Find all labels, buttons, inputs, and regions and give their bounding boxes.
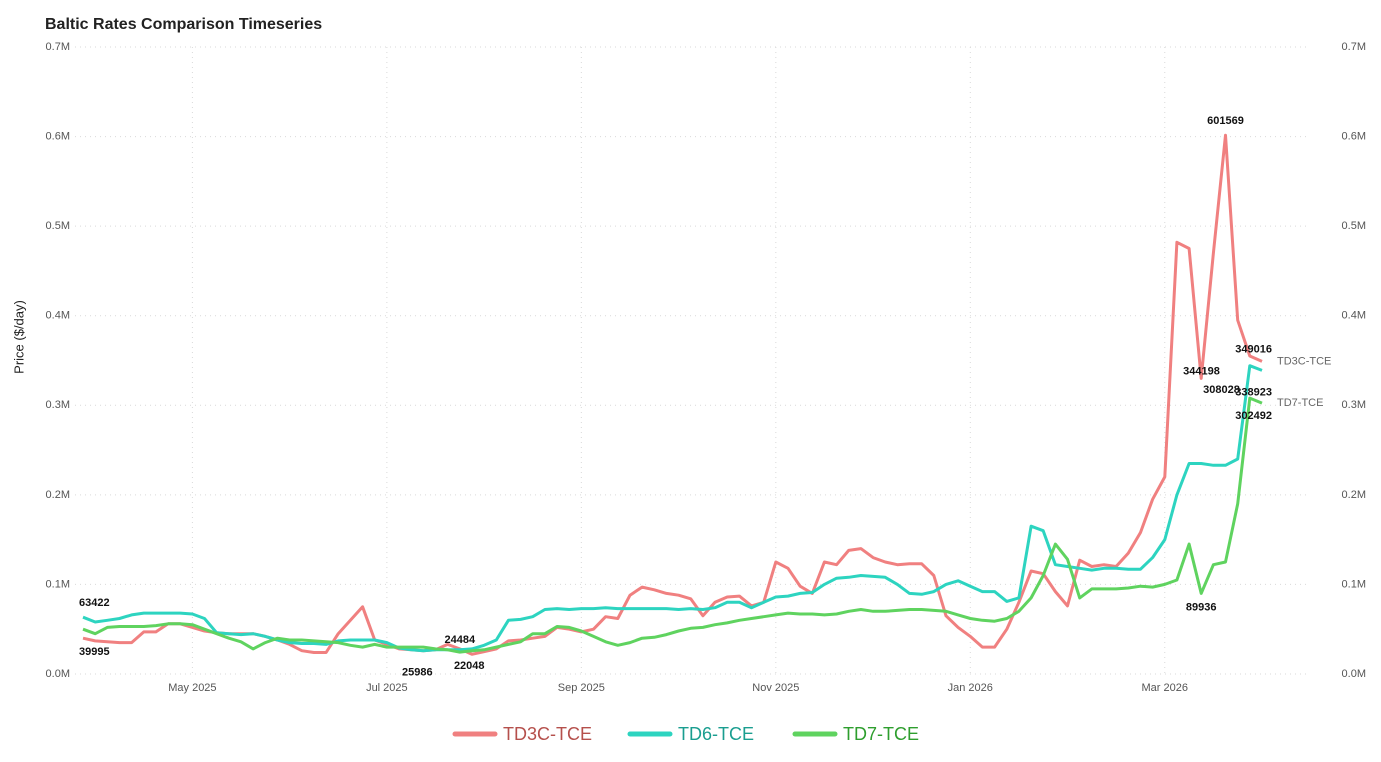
series-line bbox=[82, 396, 1263, 654]
data-label: 302492 bbox=[1235, 410, 1272, 422]
data-label: 25986 bbox=[402, 667, 433, 679]
x-tick-label: Nov 2025 bbox=[752, 682, 799, 694]
legend-label: TD3C-TCE bbox=[503, 724, 592, 744]
legend-item: TD6-TCE bbox=[627, 724, 754, 744]
data-label: 89936 bbox=[1186, 601, 1217, 613]
y2-tick-label: 0.7M bbox=[1342, 41, 1366, 53]
y-tick-label: 0.2M bbox=[46, 489, 70, 501]
chart-title: Baltic Rates Comparison Timeseries bbox=[45, 16, 322, 33]
y2-tick-label: 0.5M bbox=[1342, 220, 1366, 232]
series-line bbox=[82, 133, 1263, 656]
data-label: 24484 bbox=[444, 634, 475, 646]
y-tick-label: 0.7M bbox=[46, 41, 70, 53]
legend-label: TD6-TCE bbox=[678, 724, 754, 744]
end-label: TD3C-TCE bbox=[1277, 355, 1331, 367]
data-label: 39995 bbox=[79, 646, 110, 658]
data-label: 63422 bbox=[79, 597, 110, 609]
legend-item: TD7-TCE bbox=[792, 724, 919, 744]
end-label: TD7-TCE bbox=[1277, 397, 1323, 409]
y-tick-label: 0.0M bbox=[46, 668, 70, 680]
x-tick-label: Mar 2026 bbox=[1142, 682, 1188, 694]
y-tick-label: 0.4M bbox=[46, 310, 70, 322]
legend-label: TD7-TCE bbox=[843, 724, 919, 744]
data-label: 349016 bbox=[1235, 343, 1272, 355]
y-tick-label: 0.5M bbox=[46, 220, 70, 232]
data-label: 601569 bbox=[1207, 115, 1244, 127]
series-line bbox=[82, 364, 1263, 653]
legend-item: TD3C-TCE bbox=[452, 724, 592, 744]
x-tick-label: Jul 2025 bbox=[366, 682, 408, 694]
x-tick-label: Sep 2025 bbox=[558, 682, 605, 694]
y2-tick-label: 0.4M bbox=[1342, 310, 1366, 322]
data-label: 344198 bbox=[1183, 366, 1220, 378]
x-tick-label: May 2025 bbox=[168, 682, 216, 694]
y-tick-label: 0.6M bbox=[46, 130, 70, 142]
y2-tick-label: 0.1M bbox=[1342, 578, 1366, 590]
y-tick-label: 0.3M bbox=[46, 399, 70, 411]
data-label: 338923 bbox=[1235, 386, 1272, 398]
y-tick-label: 0.1M bbox=[46, 578, 70, 590]
x-tick-label: Jan 2026 bbox=[948, 682, 993, 694]
data-label: 308028 bbox=[1203, 384, 1240, 396]
data-label: 22048 bbox=[454, 660, 485, 672]
y2-tick-label: 0.2M bbox=[1342, 489, 1366, 501]
y-axis-title: Price ($/day) bbox=[11, 300, 26, 374]
y2-tick-label: 0.0M bbox=[1342, 668, 1366, 680]
y2-tick-label: 0.6M bbox=[1342, 130, 1366, 142]
y2-tick-label: 0.3M bbox=[1342, 399, 1366, 411]
